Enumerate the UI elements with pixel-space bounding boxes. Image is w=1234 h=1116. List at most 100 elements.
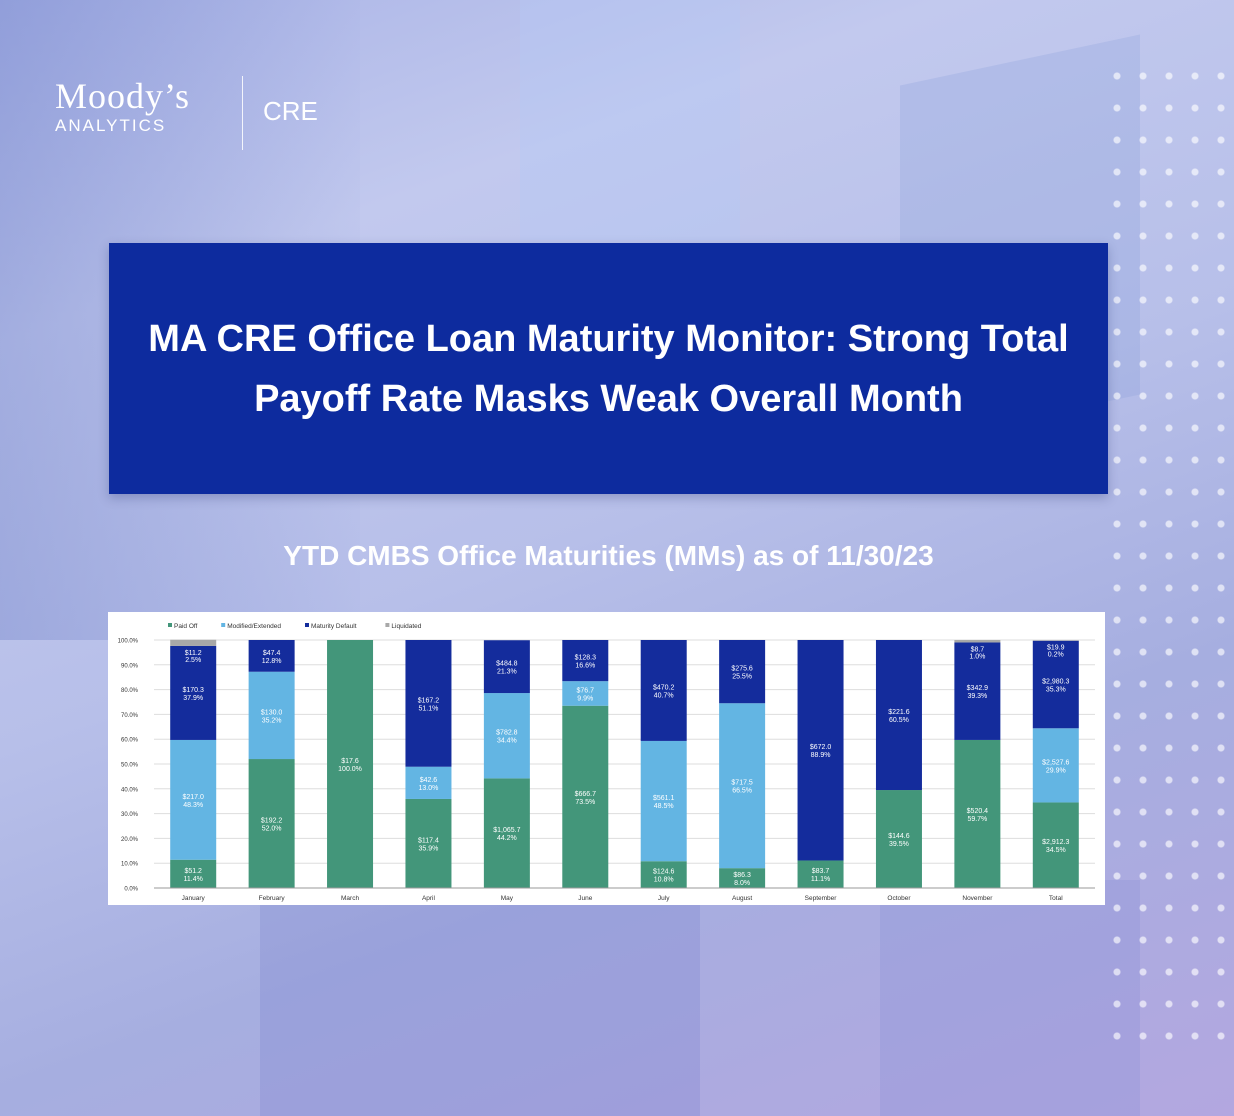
data-label: 1.0% <box>969 653 985 660</box>
legend-label: Liquidated <box>391 623 421 630</box>
background-building <box>880 880 1140 1116</box>
x-tick-label: September <box>805 895 838 902</box>
data-label: $8.7 <box>971 646 985 653</box>
bar-segment <box>248 671 295 760</box>
x-tick-label: October <box>887 895 911 902</box>
chart-card: 0.0% 10.0% 20.0% 30.0% 40.0% 50.0% 60.0% 70.0% 8… <box>108 612 1105 905</box>
data-label: $19.9 <box>1047 645 1065 652</box>
data-label: 2.5% <box>185 657 201 664</box>
y-tick-label: 10.0% <box>121 862 139 868</box>
data-label: 39.3% <box>967 693 987 700</box>
x-tick-label: May <box>501 895 514 902</box>
legend-label: Modified/Extended <box>227 623 281 630</box>
data-label: $117.4 <box>418 837 439 844</box>
bar-segment <box>248 759 295 888</box>
data-label: 88.9% <box>811 752 831 759</box>
data-label: $2,912.3 <box>1042 839 1069 846</box>
data-label: 34.4% <box>497 738 517 745</box>
data-label: $17.6 <box>341 758 359 765</box>
bar-segment <box>562 681 609 706</box>
legend-label: Paid Off <box>174 623 198 630</box>
x-tick-label: March <box>341 895 359 902</box>
background-building <box>260 900 700 1116</box>
background-building <box>520 0 740 240</box>
data-label: 0.2% <box>1048 652 1064 659</box>
data-label: $217.0 <box>182 794 204 801</box>
x-tick-label: January <box>182 895 206 902</box>
data-label: 25.5% <box>732 674 752 681</box>
bar-segment <box>1032 802 1079 888</box>
bar-segment <box>405 798 452 888</box>
dot-pattern <box>1104 60 1234 1060</box>
data-label: 48.3% <box>183 802 203 809</box>
data-label: $170.3 <box>182 687 204 694</box>
bar-segment <box>954 739 1001 888</box>
bar-segment <box>954 640 1001 643</box>
data-label: 48.5% <box>654 803 674 810</box>
data-label: 10.8% <box>654 877 674 884</box>
data-label: $275.6 <box>731 666 753 673</box>
data-label: $1,065.7 <box>493 827 520 834</box>
bar-segment <box>405 640 452 767</box>
bar-segment <box>327 640 374 888</box>
chart-subtitle: YTD CMBS Office Maturities (MMs) as of 1… <box>283 540 934 571</box>
data-label: 9.9% <box>577 695 593 702</box>
bar-segment <box>719 703 766 869</box>
data-label: 13.0% <box>419 785 439 792</box>
bar-segment <box>719 868 766 888</box>
data-label: 12.8% <box>262 658 282 665</box>
bar-segment <box>797 640 844 861</box>
x-tick-label: July <box>658 895 670 902</box>
data-label: $666.7 <box>575 791 597 798</box>
bar-segment <box>405 766 452 799</box>
bar-segment <box>1032 640 1079 729</box>
page-title: MA CRE Office Loan Maturity Monitor: Str… <box>148 317 1069 420</box>
data-label: $782.8 <box>496 730 518 737</box>
data-label: 11.1% <box>811 876 830 883</box>
bar-segment <box>954 642 1001 740</box>
y-tick-label: 40.0% <box>121 787 139 793</box>
bar-segment <box>640 861 687 888</box>
bar-segment <box>797 860 844 888</box>
legend-swatch <box>305 623 309 627</box>
data-label: $342.9 <box>967 685 989 692</box>
data-label: 8.0% <box>734 880 750 887</box>
data-label: $128.3 <box>575 655 597 662</box>
logo-product: CRE <box>263 96 318 126</box>
data-label: $42.6 <box>420 777 438 784</box>
data-label: 40.7% <box>654 692 674 699</box>
data-label: $47.4 <box>263 650 281 657</box>
bar-segment <box>170 739 217 860</box>
bar-segment <box>562 705 609 888</box>
legend-swatch <box>168 623 172 627</box>
data-label: $130.0 <box>261 709 283 716</box>
data-label: $76.7 <box>577 687 595 694</box>
data-label: $144.6 <box>888 833 910 840</box>
data-label: $51.2 <box>184 868 202 875</box>
data-label: $192.2 <box>261 818 283 825</box>
data-label: 11.4% <box>184 876 203 883</box>
data-label: $717.5 <box>731 780 753 787</box>
data-label: 34.5% <box>1046 847 1066 854</box>
data-label: 35.2% <box>262 717 282 724</box>
y-tick-label: 90.0% <box>121 663 139 669</box>
data-label: 73.5% <box>575 799 595 806</box>
y-tick-label: 50.0% <box>121 763 139 769</box>
moodys-analytics-logo: Moody’s ANALYTICS <box>55 78 190 136</box>
data-label: 29.9% <box>1046 767 1066 774</box>
logo-brand: Moody’s <box>55 76 191 116</box>
data-label: $2,980.3 <box>1042 679 1069 686</box>
bar-segment <box>875 640 922 791</box>
bar-segment <box>640 740 687 862</box>
bar-segment <box>248 640 295 672</box>
data-label: $221.6 <box>888 709 910 716</box>
data-label: $83.7 <box>812 868 830 875</box>
logo-divider <box>242 76 243 150</box>
stacked-bar-chart: 0.0% 10.0% 20.0% 30.0% 40.0% 50.0% 60.0% 70.0% 8… <box>118 623 1095 902</box>
data-label: 60.5% <box>889 717 909 724</box>
y-tick-label: 100.0% <box>118 639 139 645</box>
x-tick-label: November <box>962 895 993 902</box>
data-label: $470.2 <box>653 684 675 691</box>
bar-segment <box>170 645 217 740</box>
bar-segment <box>640 640 687 741</box>
